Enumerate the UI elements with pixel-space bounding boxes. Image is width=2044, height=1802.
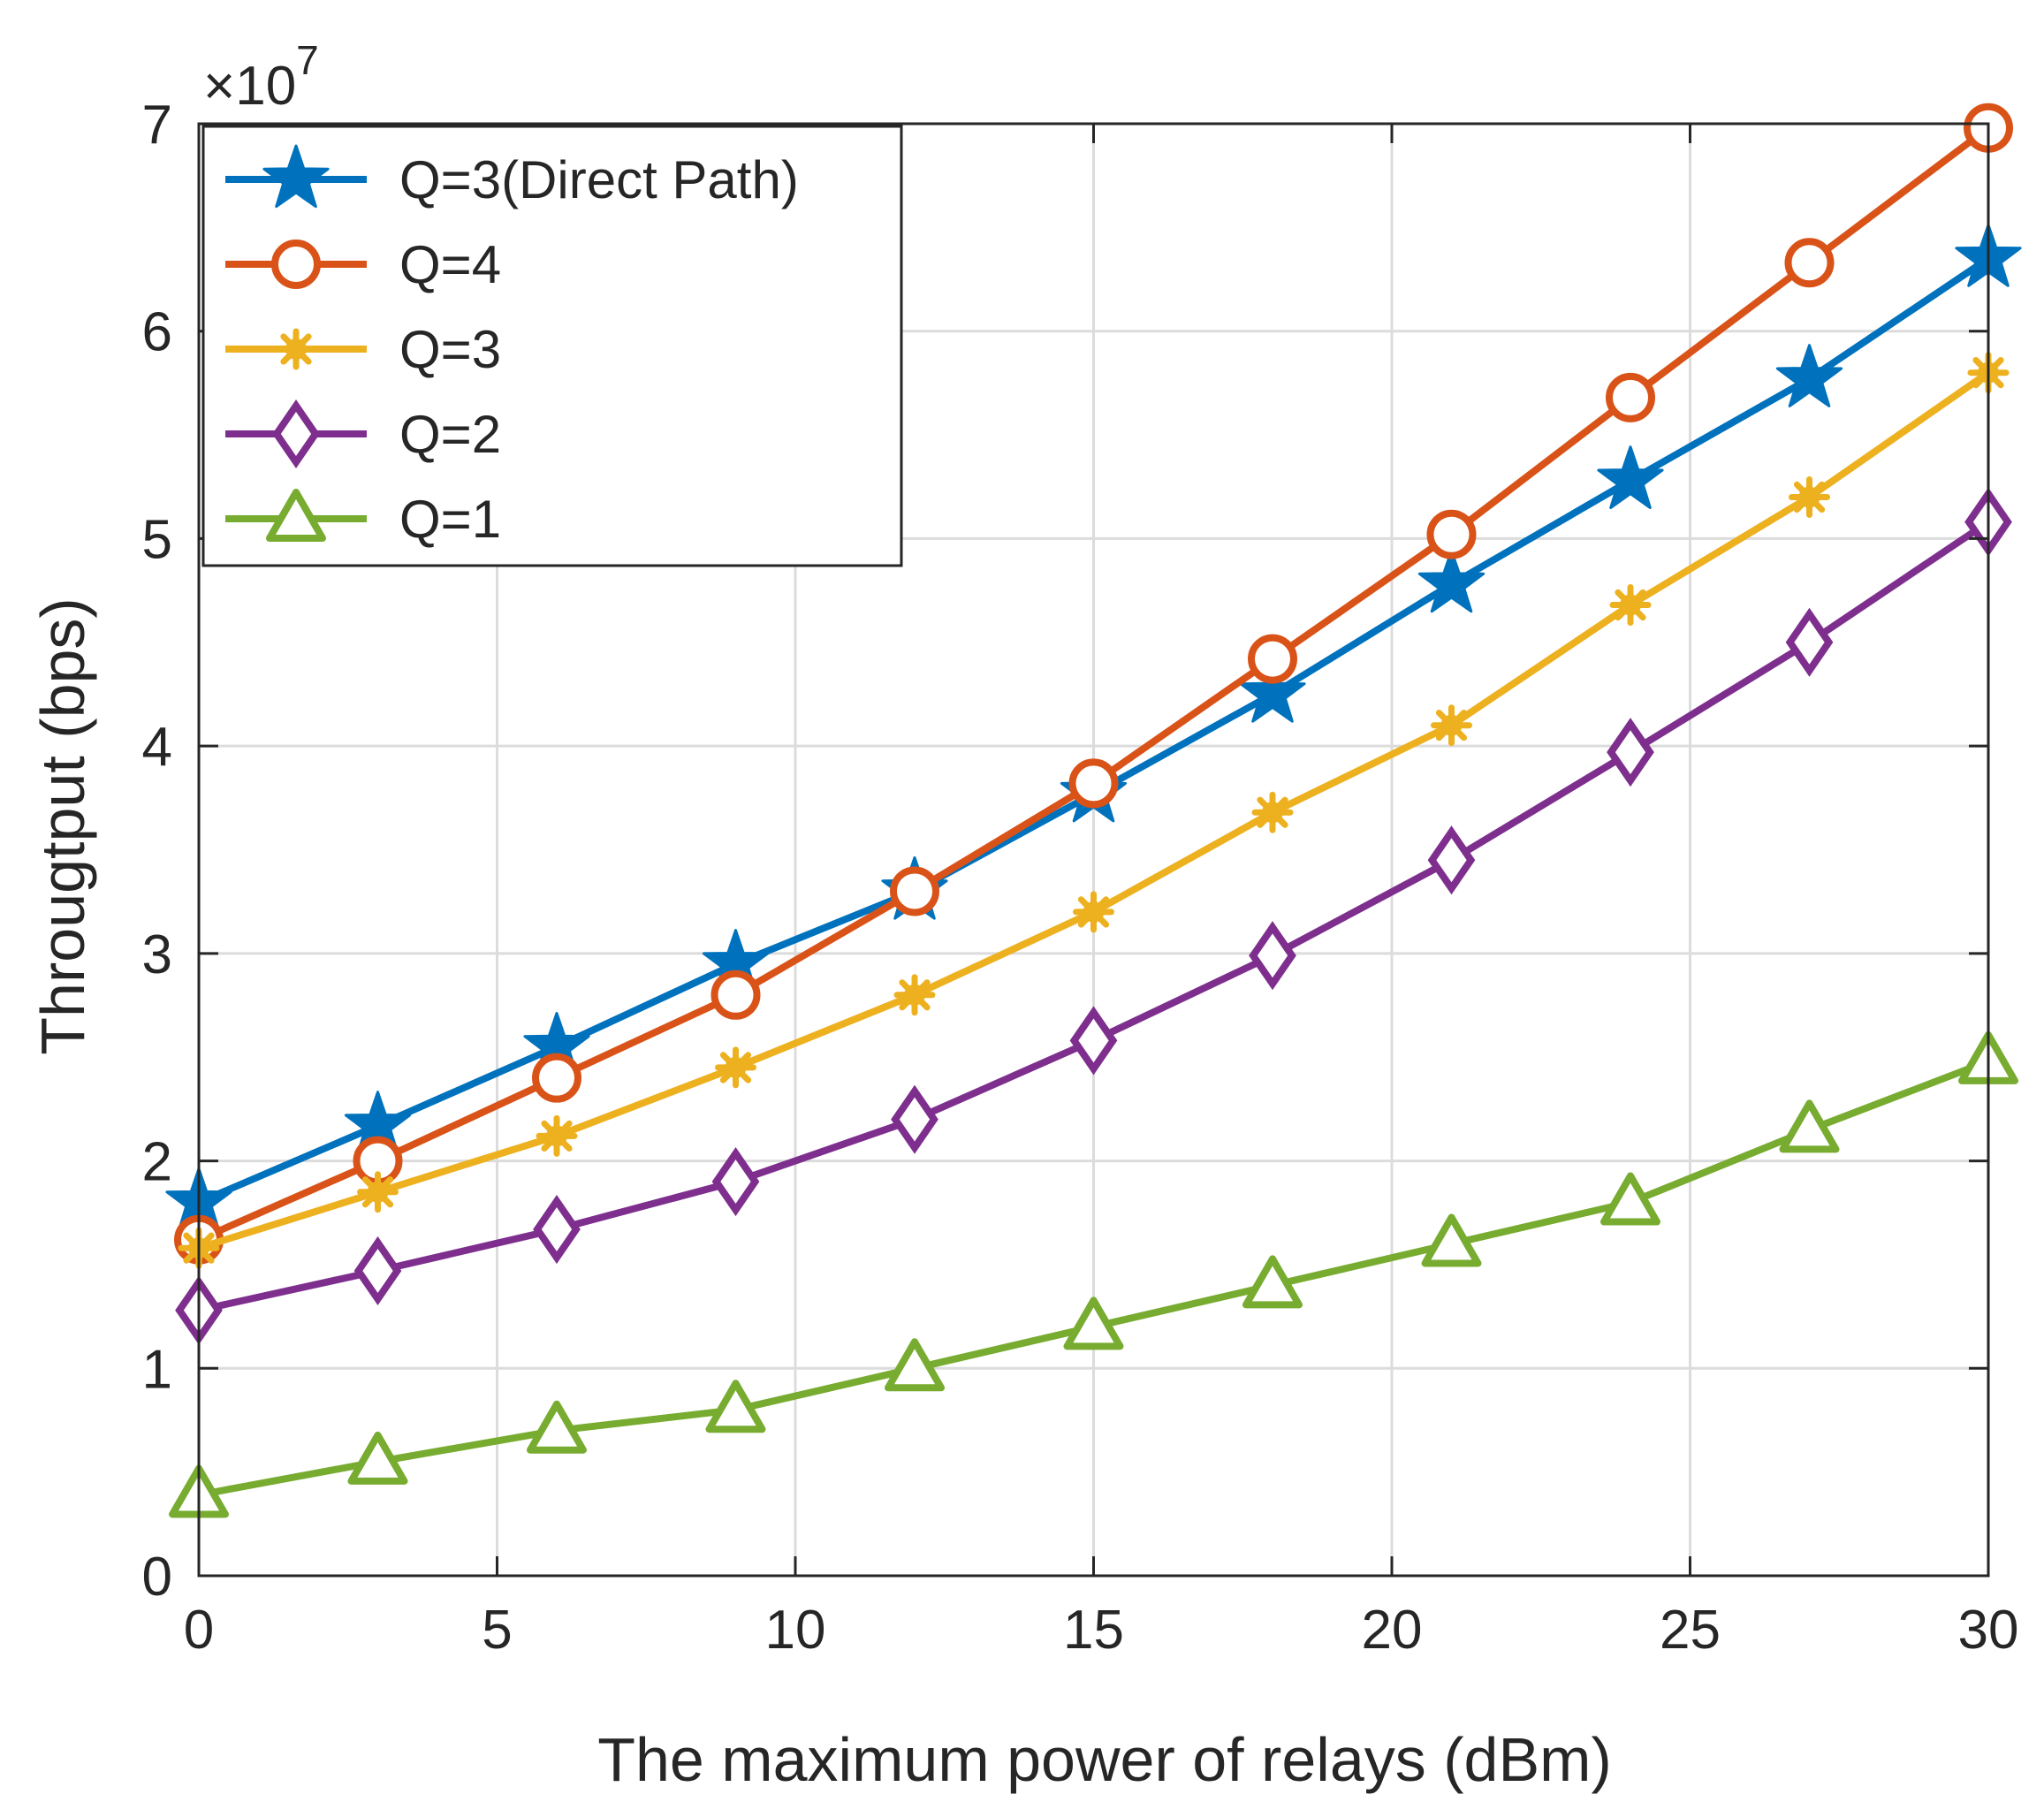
asterisk-marker-arm bbox=[361, 1176, 394, 1208]
star-marker bbox=[1775, 344, 1843, 407]
x-tick-label: 5 bbox=[482, 1600, 512, 1661]
legend-label: Q=3(Direct Path) bbox=[399, 150, 799, 209]
y-exponent: 7 bbox=[296, 37, 319, 83]
triangle-marker bbox=[705, 1380, 766, 1433]
y-tick-label: 1 bbox=[142, 1339, 172, 1400]
asterisk-marker bbox=[536, 1114, 578, 1157]
x-tick-label: 25 bbox=[1660, 1600, 1721, 1661]
star-marker bbox=[1597, 445, 1664, 509]
circle-marker bbox=[710, 969, 761, 1020]
series-Q=4 bbox=[174, 103, 2013, 1265]
triangle-marker bbox=[1063, 1296, 1124, 1350]
diamond-marker bbox=[891, 1084, 938, 1154]
legend-label: Q=3 bbox=[399, 320, 501, 379]
series-Q=1 bbox=[169, 1030, 2018, 1518]
triangle-marker bbox=[527, 1400, 587, 1454]
ticks bbox=[197, 122, 1990, 1578]
series-Q=3 bbox=[178, 352, 2010, 1269]
triangle-marker bbox=[1421, 1213, 1482, 1267]
circle-marker bbox=[1068, 758, 1119, 809]
triangle-marker bbox=[1779, 1099, 1840, 1153]
asterisk-marker bbox=[1431, 704, 1472, 747]
circle-marker bbox=[532, 1053, 581, 1103]
y-tick-label: 4 bbox=[142, 717, 172, 778]
asterisk-marker bbox=[357, 1171, 399, 1213]
diamond-marker bbox=[1249, 921, 1296, 991]
circle-marker bbox=[1426, 509, 1477, 559]
y-tick-label: 2 bbox=[142, 1132, 172, 1193]
y-tick-label: 0 bbox=[142, 1547, 172, 1608]
legend-item: Q=4 bbox=[225, 235, 501, 294]
triangle-marker bbox=[885, 1338, 945, 1392]
asterisk-marker-arm bbox=[1077, 896, 1110, 928]
star-marker bbox=[262, 144, 330, 209]
circle-marker bbox=[1606, 372, 1655, 422]
asterisk-marker-arm bbox=[1615, 589, 1646, 621]
diamond-marker bbox=[1427, 825, 1476, 895]
diamond-marker bbox=[1069, 1006, 1118, 1076]
triangle-marker bbox=[266, 489, 326, 542]
diamond-marker bbox=[533, 1194, 581, 1265]
asterisk-marker bbox=[893, 974, 936, 1016]
diamond-marker bbox=[1785, 607, 1834, 677]
asterisk-marker-arm bbox=[1793, 481, 1826, 513]
y-axis-label: Througtput (bps) bbox=[28, 597, 97, 1054]
diamond-marker bbox=[1607, 718, 1654, 787]
asterisk-marker-arm bbox=[1435, 710, 1468, 741]
diamond-marker bbox=[353, 1236, 402, 1306]
asterisk-marker bbox=[275, 328, 317, 370]
circle-marker bbox=[1248, 634, 1297, 684]
x-tick-label: 15 bbox=[1063, 1600, 1124, 1661]
x-axis-label: The maximum power of relays (dBm) bbox=[597, 1725, 1612, 1794]
legend-item: Q=2 bbox=[225, 399, 501, 469]
legend-label: Q=2 bbox=[399, 405, 501, 464]
y-tick-label: 3 bbox=[142, 924, 172, 985]
y-tick-label: 7 bbox=[142, 95, 172, 156]
asterisk-marker-arm bbox=[719, 1052, 752, 1083]
star-marker bbox=[1239, 659, 1306, 723]
triangle-marker bbox=[1242, 1255, 1303, 1309]
asterisk-marker-arm bbox=[280, 333, 312, 365]
diamond-marker bbox=[272, 399, 320, 469]
y-tick-label: 6 bbox=[142, 302, 172, 363]
x-tick-label: 30 bbox=[1958, 1600, 2019, 1661]
asterisk-marker bbox=[1251, 791, 1294, 833]
asterisk-marker bbox=[715, 1046, 756, 1089]
circle-marker bbox=[271, 240, 321, 289]
y-exponent-label: ×107 bbox=[203, 37, 319, 117]
asterisk-marker bbox=[1073, 891, 1114, 933]
legend-item: Q=3(Direct Path) bbox=[225, 144, 799, 209]
x-tick-label: 0 bbox=[184, 1600, 214, 1661]
legend-item: Q=3 bbox=[225, 320, 501, 379]
legend-label: Q=4 bbox=[399, 235, 501, 294]
diamond-marker bbox=[711, 1146, 760, 1217]
asterisk-marker-arm bbox=[541, 1120, 573, 1152]
legend-label: Q=1 bbox=[399, 490, 501, 549]
asterisk-marker-arm bbox=[1257, 796, 1288, 828]
asterisk-marker bbox=[1789, 476, 1830, 518]
asterisk-marker bbox=[1609, 584, 1652, 626]
x-tick-label: 20 bbox=[1362, 1600, 1423, 1661]
star-marker bbox=[1417, 549, 1486, 613]
triangle-marker bbox=[1600, 1172, 1660, 1226]
x-tick-label: 10 bbox=[765, 1600, 826, 1661]
circle-marker bbox=[890, 866, 939, 916]
circle-marker bbox=[1784, 238, 1835, 288]
triangle-marker bbox=[347, 1431, 408, 1485]
legend: Q=3(Direct Path) Q=4 Q=3 Q=2 Q=1 bbox=[201, 125, 903, 567]
tick-labels: 0 5 10 15 20 25 30 0 1 2 3 4 5 6 7 bbox=[142, 95, 2019, 1661]
y-tick-label: 5 bbox=[142, 509, 172, 570]
asterisk-marker-arm bbox=[899, 979, 931, 1011]
series-layer bbox=[165, 103, 2022, 1518]
legend-item: Q=1 bbox=[225, 489, 501, 549]
y-exponent-prefix: ×10 bbox=[203, 56, 296, 117]
series-Q=2 bbox=[175, 487, 2012, 1345]
